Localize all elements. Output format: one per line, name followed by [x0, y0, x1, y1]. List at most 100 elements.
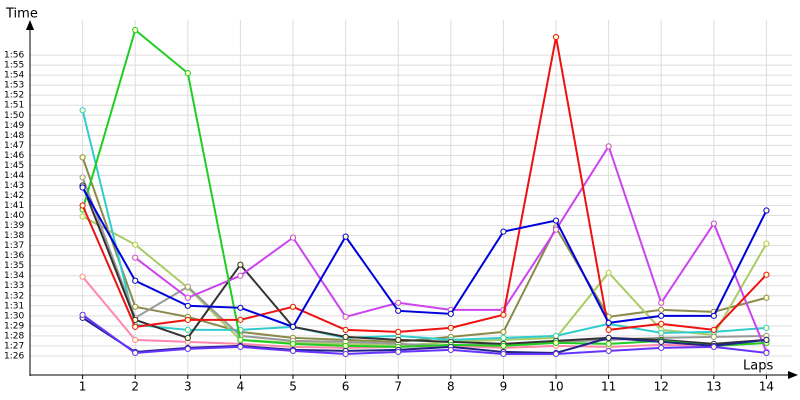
point — [552, 339, 560, 347]
y-tick-label: 1:35 — [4, 261, 24, 271]
point — [184, 302, 191, 309]
y-tick-label: 1:26 — [4, 351, 24, 361]
point — [658, 299, 665, 306]
point — [79, 273, 86, 280]
y-tick-label: 1:52 — [4, 91, 24, 101]
x-tick-label: 5 — [289, 380, 297, 394]
point — [605, 334, 612, 341]
point — [237, 304, 244, 311]
y-tick-label: 1:45 — [4, 161, 24, 171]
grid: 1:261:271:281:291:301:311:321:331:341:35… — [4, 20, 792, 394]
y-tick-label: 1:48 — [4, 131, 24, 141]
y-tick-label: 1:31 — [4, 301, 24, 311]
point — [237, 343, 244, 351]
point — [605, 340, 612, 348]
point — [658, 344, 665, 352]
point — [132, 323, 139, 330]
y-tick-label: 1:42 — [4, 191, 24, 201]
point — [605, 319, 612, 326]
y-tick-label: 1:43 — [4, 181, 24, 191]
x-tick-label: 6 — [342, 380, 350, 394]
point — [79, 107, 86, 114]
x-tick-label: 12 — [654, 380, 669, 394]
y-tick-label: 1:54 — [4, 71, 24, 81]
point — [132, 241, 139, 248]
y-tick-label: 1:32 — [4, 291, 24, 301]
y-tick-label: 1:49 — [4, 121, 24, 131]
point — [132, 336, 139, 344]
point — [79, 202, 86, 209]
point — [289, 234, 297, 241]
x-tick-label: 3 — [184, 380, 192, 394]
point — [605, 269, 612, 276]
point — [658, 338, 665, 346]
point — [289, 303, 297, 310]
point — [710, 326, 717, 333]
point — [710, 343, 717, 351]
point — [289, 323, 297, 330]
point — [237, 336, 244, 344]
point — [658, 312, 665, 319]
point — [342, 313, 349, 320]
point — [342, 342, 349, 350]
point — [184, 326, 191, 333]
x-arrow — [788, 371, 798, 379]
point — [184, 334, 191, 341]
point — [237, 261, 244, 268]
point — [184, 316, 191, 323]
x-axis-title: Laps — [743, 359, 773, 374]
y-tick-label: 1:27 — [4, 341, 24, 351]
x-tick-label: 14 — [759, 380, 774, 394]
point — [132, 277, 139, 284]
point — [763, 294, 770, 301]
point — [447, 310, 454, 317]
point — [132, 254, 139, 261]
point — [710, 220, 717, 227]
y-tick-label: 1:36 — [4, 251, 24, 261]
series-line — [81, 185, 767, 345]
point — [605, 326, 612, 333]
y-tick-label: 1:34 — [4, 271, 24, 281]
series-line — [81, 36, 768, 333]
point — [132, 26, 139, 34]
y-tick-label: 1:50 — [4, 111, 24, 121]
point — [79, 184, 86, 191]
x-tick-label: 4 — [237, 380, 245, 394]
point — [395, 336, 402, 344]
y-tick-label: 1:44 — [4, 171, 24, 181]
point — [763, 207, 770, 214]
y-tick-label: 1:37 — [4, 241, 24, 251]
point — [763, 271, 770, 278]
point — [395, 348, 402, 356]
point — [500, 342, 507, 350]
x-tick-label: 11 — [601, 380, 616, 394]
point — [79, 174, 86, 181]
y-tick-label: 1:40 — [4, 211, 24, 221]
point — [184, 345, 191, 353]
point — [132, 349, 139, 357]
y-tick-label: 1:39 — [4, 221, 24, 231]
point — [500, 228, 507, 235]
point — [605, 347, 612, 355]
point — [79, 213, 86, 220]
point — [395, 307, 402, 314]
series-line — [82, 215, 768, 347]
point — [79, 154, 86, 161]
point — [342, 333, 349, 340]
series-line — [82, 316, 767, 354]
y-tick-label: 1:28 — [4, 331, 24, 341]
point — [552, 332, 560, 339]
point — [447, 346, 454, 354]
point — [500, 311, 507, 318]
series-line — [82, 314, 767, 355]
y-tick-label: 1:56 — [4, 51, 24, 61]
y-tick-label: 1:47 — [4, 141, 24, 151]
point — [763, 324, 770, 331]
y-tick-label: 1:29 — [4, 321, 24, 331]
x-tick-label: 7 — [394, 380, 402, 394]
point — [605, 143, 612, 150]
y-tick-label: 1:41 — [4, 201, 24, 211]
point — [500, 328, 507, 335]
point — [552, 33, 560, 41]
point — [184, 283, 191, 290]
